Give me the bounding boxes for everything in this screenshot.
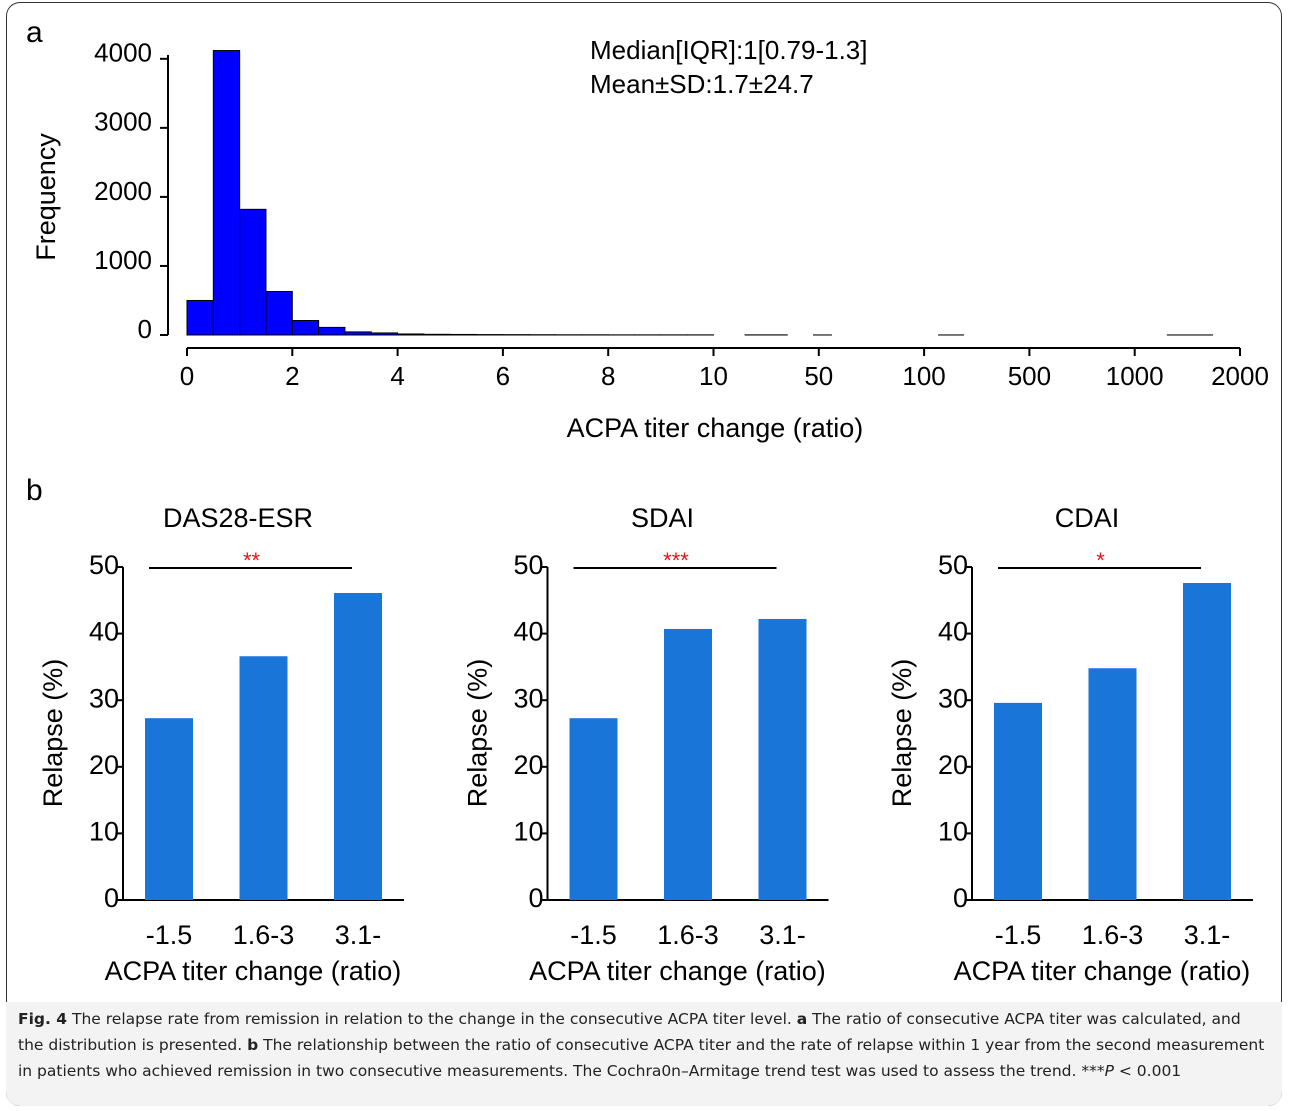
x-axis-label: ACPA titer change (ratio) bbox=[954, 956, 1251, 986]
y-tick-label: 20 bbox=[513, 750, 543, 780]
bar bbox=[291, 320, 320, 336]
y-tick-label: 20 bbox=[89, 750, 119, 780]
y-tick-label: 3000 bbox=[94, 107, 152, 137]
panel-label: a bbox=[26, 16, 43, 49]
y-axis-label: Relapse (%) bbox=[463, 659, 493, 808]
y-tick-label: 2000 bbox=[94, 176, 152, 206]
bar bbox=[664, 628, 712, 900]
bar bbox=[569, 718, 618, 900]
x-tick-label: 3.1- bbox=[1184, 920, 1231, 950]
y-tick-label: 50 bbox=[938, 550, 968, 580]
bar bbox=[1088, 668, 1137, 900]
x-tick-label: 3.1- bbox=[335, 920, 382, 950]
significance-mark: *** bbox=[663, 548, 689, 573]
y-tick-label: 50 bbox=[89, 550, 119, 580]
y-axis-label: Relapse (%) bbox=[887, 659, 917, 808]
caption-text: The ratio of consecutive ACPA titer was … bbox=[18, 1010, 1246, 1054]
x-tick-label: 2 bbox=[285, 361, 299, 391]
caption-text: The relapse rate from remission in relat… bbox=[67, 1010, 797, 1028]
caption-text: Fig. 4 bbox=[18, 1010, 68, 1028]
bar bbox=[239, 208, 267, 336]
caption-text: b bbox=[247, 1036, 259, 1054]
bar bbox=[239, 656, 288, 900]
x-tick-label: 1.6-3 bbox=[657, 920, 719, 950]
caption: Fig. 4 The relapse rate from remission i… bbox=[6, 1002, 1282, 1106]
x-tick-label: 4 bbox=[390, 361, 404, 391]
bar bbox=[397, 333, 425, 336]
x-tick-label: 1000 bbox=[1106, 361, 1164, 391]
x-tick-label: 0 bbox=[180, 361, 194, 391]
y-tick-label: 0 bbox=[104, 883, 119, 913]
y-tick-label: 10 bbox=[513, 817, 543, 847]
x-tick-label: 50 bbox=[804, 361, 833, 391]
y-tick-label: 40 bbox=[89, 617, 119, 647]
significance-mark: * bbox=[1096, 548, 1105, 573]
bar bbox=[186, 299, 214, 336]
y-tick-label: 30 bbox=[938, 683, 968, 713]
bar bbox=[423, 333, 451, 336]
bar bbox=[994, 702, 1042, 900]
bar bbox=[265, 291, 293, 336]
x-tick-label: 2000 bbox=[1211, 361, 1269, 391]
x-axis-label: ACPA titer change (ratio) bbox=[105, 956, 402, 986]
x-tick-label: 1.6-3 bbox=[1082, 920, 1144, 950]
panel-label: b bbox=[26, 474, 43, 507]
chart-title: SDAI bbox=[631, 503, 694, 533]
x-tick-label: 100 bbox=[902, 361, 945, 391]
y-tick-label: 50 bbox=[513, 550, 543, 580]
x-tick-label: -1.5 bbox=[570, 920, 617, 950]
caption-text: < 0.001 bbox=[1113, 1062, 1182, 1080]
x-tick-label: 3.1- bbox=[759, 920, 806, 950]
x-tick-label: 1.6-3 bbox=[233, 920, 295, 950]
bar bbox=[318, 326, 346, 336]
x-axis-label: ACPA titer change (ratio) bbox=[567, 413, 864, 443]
chart-title: DAS28-ESR bbox=[163, 503, 313, 533]
y-axis-label: Relapse (%) bbox=[38, 659, 68, 808]
y-tick-label: 40 bbox=[938, 617, 968, 647]
annotation: Mean±SD:1.7±24.7 bbox=[590, 69, 814, 99]
y-tick-label: 0 bbox=[953, 883, 968, 913]
caption-text: The relationship between the ratio of co… bbox=[18, 1036, 1270, 1080]
caption-text: P bbox=[1104, 1062, 1114, 1080]
x-tick-label: 8 bbox=[601, 361, 615, 391]
x-tick-label: -1.5 bbox=[995, 920, 1042, 950]
y-tick-label: 20 bbox=[938, 750, 968, 780]
y-axis-label: Frequency bbox=[31, 133, 61, 261]
bar bbox=[449, 333, 478, 336]
x-tick-label: 500 bbox=[1008, 361, 1051, 391]
y-tick-label: 30 bbox=[513, 683, 543, 713]
x-tick-label: 6 bbox=[496, 361, 510, 391]
bar bbox=[334, 592, 382, 900]
bar bbox=[344, 331, 372, 336]
x-tick-label: 10 bbox=[699, 361, 728, 391]
bar bbox=[758, 618, 807, 900]
y-tick-label: 0 bbox=[138, 314, 152, 344]
bar bbox=[212, 50, 241, 336]
y-tick-label: 40 bbox=[513, 617, 543, 647]
bar bbox=[1183, 582, 1231, 900]
x-tick-label: -1.5 bbox=[146, 920, 193, 950]
y-tick-label: 30 bbox=[89, 683, 119, 713]
bar bbox=[370, 332, 399, 336]
significance-mark: ** bbox=[243, 548, 261, 573]
y-tick-label: 10 bbox=[938, 817, 968, 847]
x-axis-label: ACPA titer change (ratio) bbox=[529, 956, 826, 986]
y-tick-label: 0 bbox=[528, 883, 543, 913]
annotation: Median[IQR]:1[0.79-1.3] bbox=[590, 35, 867, 65]
chart-title: CDAI bbox=[1055, 503, 1120, 533]
y-tick-label: 1000 bbox=[94, 245, 152, 275]
y-tick-label: 10 bbox=[89, 817, 119, 847]
y-tick-label: 4000 bbox=[94, 38, 152, 68]
caption-text: a bbox=[796, 1010, 808, 1028]
bar bbox=[145, 718, 193, 900]
